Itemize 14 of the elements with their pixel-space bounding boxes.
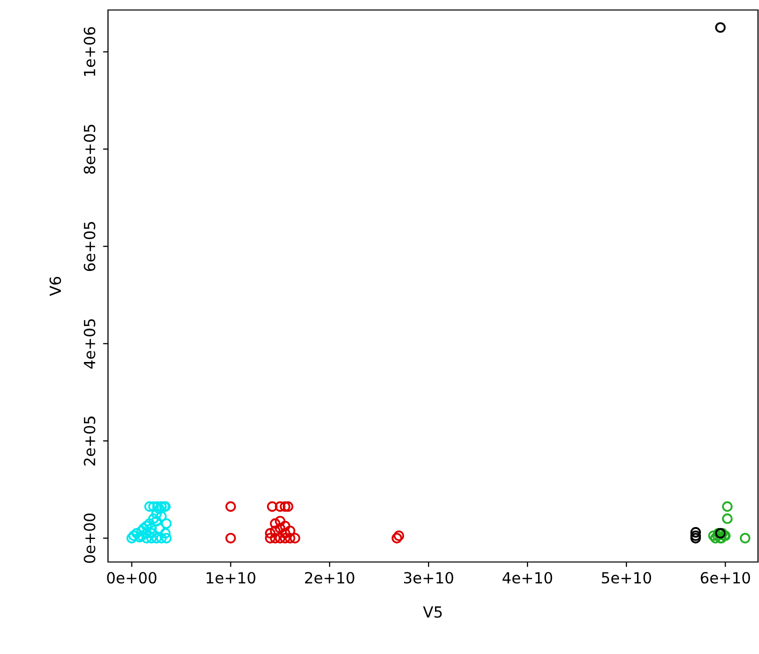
y-tick-label: 1e+06 [84, 27, 96, 76]
y-tick-label: 8e+05 [84, 124, 96, 174]
x-tick-label: 1e+10 [206, 572, 256, 584]
y-tick-label: 4e+05 [84, 319, 96, 369]
x-tick-label: 2e+10 [305, 572, 354, 584]
x-tick-label: 5e+10 [602, 572, 652, 584]
x-tick-label: 6e+10 [700, 572, 750, 584]
x-tick-label: 4e+10 [502, 572, 552, 584]
y-axis-title: V6 [50, 276, 62, 296]
x-axis-title: V5 [423, 606, 442, 618]
x-tick-label: 3e+10 [404, 572, 454, 584]
y-tick-label: 2e+05 [84, 416, 96, 466]
x-tick-label: 0e+00 [107, 572, 156, 584]
y-tick-label: 6e+05 [84, 222, 96, 271]
